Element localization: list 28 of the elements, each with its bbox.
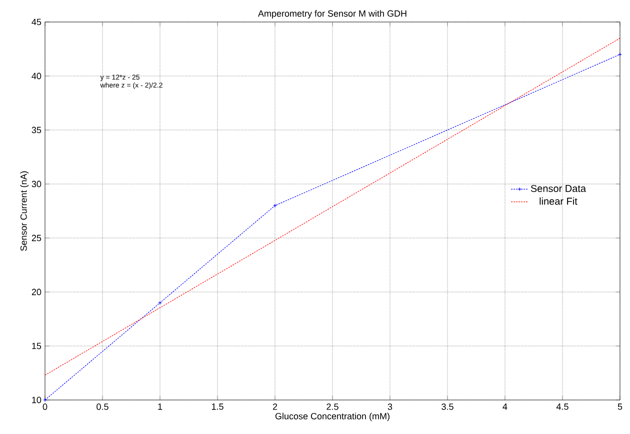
x-tick-label: 2 xyxy=(272,404,278,410)
y-axis-title: Sensor Current (nA) xyxy=(20,171,29,251)
legend-label: linear Fit xyxy=(540,197,578,205)
x-tick-label: 5 xyxy=(618,404,622,410)
x-tick-label: 4 xyxy=(502,404,508,410)
point xyxy=(618,52,622,56)
y-tick-label: 45 xyxy=(32,18,42,26)
y-tick-label: 35 xyxy=(32,126,42,134)
y-tick-label: 25 xyxy=(32,234,42,242)
x-axis-title: Glucose Concentration (mM) xyxy=(275,412,390,422)
x-tick-label: 3.5 xyxy=(442,404,454,410)
x-tick-label: 0 xyxy=(42,404,48,410)
y-tick-label: 15 xyxy=(32,342,42,350)
y-tick-label: 30 xyxy=(32,180,42,188)
legend-label: Sensor Data xyxy=(530,184,586,192)
y-tick-label: 10 xyxy=(32,396,42,404)
y-tick-label: 20 xyxy=(32,288,42,296)
x-tick-label: 3 xyxy=(388,404,392,410)
point xyxy=(273,204,277,208)
x-tick-label: 2.5 xyxy=(326,404,338,410)
x-tick-label: 1.5 xyxy=(212,404,224,410)
x-tick-label: 4.5 xyxy=(556,404,568,410)
y-tick-label: 40 xyxy=(32,72,42,80)
x-tick-label: 0.5 xyxy=(96,404,108,410)
point xyxy=(43,398,47,402)
point xyxy=(158,300,162,305)
chart-title: Amperometry for Sensor M with GDH xyxy=(258,10,406,18)
x-tick-label: 1 xyxy=(158,404,162,410)
